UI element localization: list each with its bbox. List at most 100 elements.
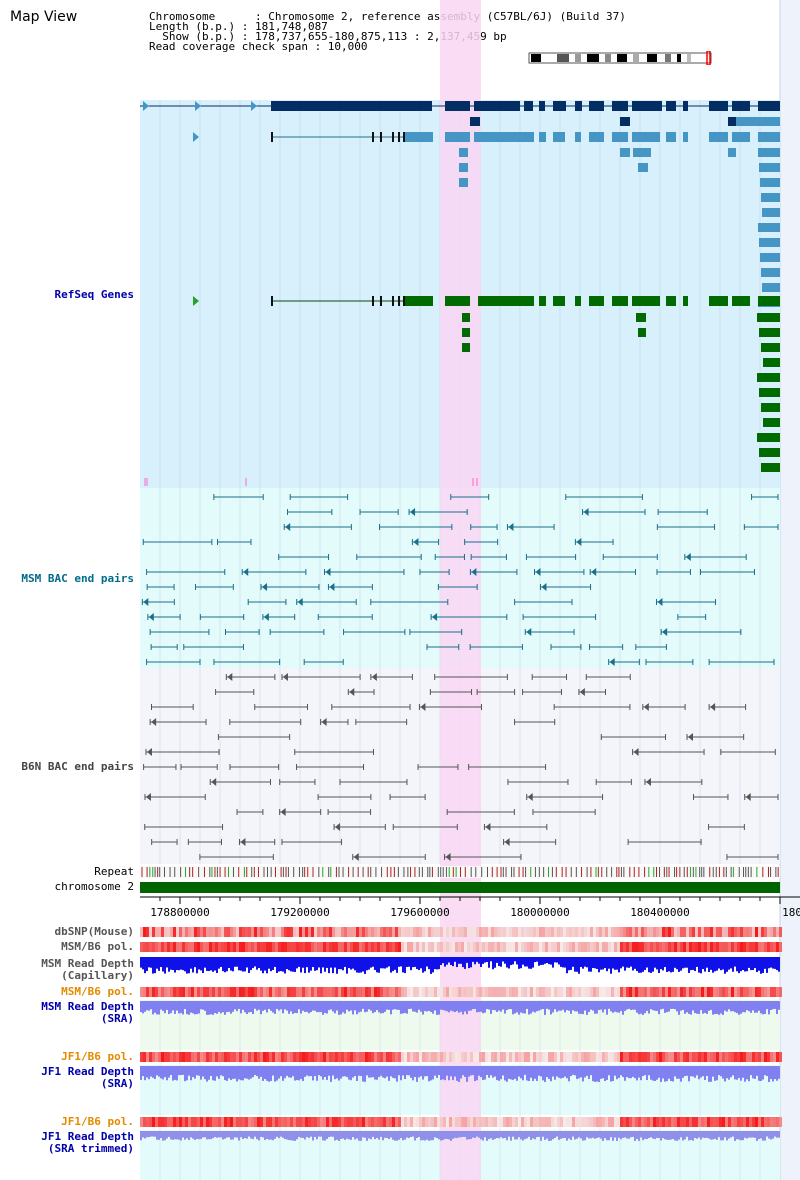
gene-block [728,148,736,157]
track-label-msm-depth-sra[interactable]: MSM Read Depth [41,1000,134,1013]
jf1-trim-depth-bar [222,1131,224,1140]
jf1-trim-depth-bar [216,1131,218,1138]
jf1-sra-depth-bar [362,1066,364,1082]
msm-capillary-depth-bar [338,957,340,970]
jf1-trim-depth-bar [422,1131,424,1141]
msm-sra-depth-bar [274,1001,276,1014]
jf1-sra-depth-bar [478,1066,480,1076]
jf1-trim-depth-bar [160,1131,162,1139]
msm-sra-depth-bar [552,1001,554,1013]
jf1-sra-depth-bar [344,1066,346,1077]
msm-b6-pol-cell [539,942,542,952]
track-label-dbsnp[interactable]: dbSNP(Mouse) [54,925,134,938]
dbsnp-cell [230,927,233,937]
jf1-sra-depth-bar [436,1066,438,1078]
msm-b6-pol-cell [635,942,638,952]
track-label-msm-bac[interactable]: MSM BAC end pairs [21,572,134,585]
jf1-sra-depth-bar [704,1066,706,1080]
msm-b6-pol-cell [515,942,518,952]
msm-sra-depth-bar [566,1001,568,1011]
dbsnp-cell [257,927,260,937]
msm-sra-depth-bar [216,1001,218,1014]
jf1-b6-pol-cell [140,1052,143,1062]
msm-capillary-depth-bar [660,957,662,970]
msm-sra-depth-bar [420,1001,422,1012]
msm-b6-pol-cell [215,942,218,952]
msm-b6-pol-cell [488,942,491,952]
jf1-b6-pol2-cell [365,1117,368,1127]
jf1-sra-depth-bar [770,1066,772,1079]
msm-b6-pol2-cell [275,987,278,997]
jf1-b6-pol2-cell [236,1117,239,1127]
msm-b6-pol-cell [713,942,716,952]
msm-sra-depth-bar [746,1001,748,1011]
jf1-b6-pol-cell [764,1052,767,1062]
msm-sra-depth-bar [326,1001,328,1014]
msm-b6-pol2-cell [671,987,674,997]
jf1-sra-depth-bar [366,1066,368,1076]
gene-block [553,101,566,111]
track-label-msm-b6-pol-2[interactable]: MSM/B6 pol. [61,985,134,998]
gene-block [762,283,780,292]
jf1-sra-depth-bar [200,1066,202,1080]
track-label-msm-b6-pol-1[interactable]: MSM/B6 pol. [61,940,134,953]
jf1-sra-depth-bar [328,1066,330,1076]
jf1-trim-depth-bar [264,1131,266,1140]
track-label-jf1-depth-sra[interactable]: JF1 Read Depth [41,1065,134,1078]
msm-sra-depth-bar [740,1001,742,1014]
jf1-b6-pol2-cell [269,1117,272,1127]
jf1-trim-depth-bar [726,1131,728,1141]
msm-capillary-depth-bar [404,957,406,974]
jf1-b6-pol-cell [455,1052,458,1062]
msm-b6-pol2-cell [188,987,191,997]
msm-capillary-depth-bar [250,957,252,971]
track-label-jf1-depth-trimmed[interactable]: JF1 Read Depth [41,1130,134,1143]
track-label-msm-depth-capillary[interactable]: MSM Read Depth [41,957,134,970]
track-label-refseq[interactable]: RefSeq Genes [54,288,134,301]
msm-sra-depth-bar [674,1001,676,1010]
jf1-b6-pol-cell [377,1052,380,1062]
msm-b6-pol2-cell [641,987,644,997]
msm-b6-pol2-cell [488,987,491,997]
msm-b6-pol2-cell [242,987,245,997]
msm-bac-pair-arrow [263,613,269,621]
jf1-sra-depth-bar [750,1066,752,1076]
jf1-trim-depth-bar [458,1131,460,1138]
jf1-trim-depth-bar [658,1131,660,1139]
jf1-b6-pol2-cell [329,1117,332,1127]
jf1-sra-depth-bar [300,1066,302,1079]
track-label-b6n-bac[interactable]: B6N BAC end pairs [21,760,134,773]
jf1-trim-depth-bar [148,1131,150,1138]
jf1-sra-depth-bar [432,1066,434,1080]
jf1-sra-depth-bar [626,1066,628,1078]
chromosome-ideogram[interactable] [525,51,715,65]
jf1-trim-depth-bar [634,1131,636,1141]
msm-capillary-depth-bar [260,957,262,971]
jf1-trim-depth-bar [618,1131,620,1138]
track-label-msm-depth-capillary-sub: (Capillary) [61,969,134,982]
jf1-sra-depth-bar [304,1066,306,1077]
msm-b6-pol2-cell [746,987,749,997]
jf1-b6-pol2-cell [404,1117,407,1127]
msm-b6-pol-cell [680,942,683,952]
jf1-b6-pol2-cell [410,1117,413,1127]
msm-sra-depth-bar [762,1001,764,1015]
dbsnp-cell [614,927,617,937]
jf1-b6-pol2-cell [257,1117,260,1127]
jf1-b6-pol-cell [599,1052,602,1062]
gene-block [758,148,780,157]
track-label-jf1-b6-pol-2[interactable]: JF1/B6 pol. [61,1115,134,1128]
jf1-sra-depth-bar [204,1066,206,1080]
jf1-sra-depth-bar [608,1066,610,1076]
gene-block [732,296,750,306]
jf1-trim-depth-bar [294,1131,296,1141]
msm-sra-depth-bar [772,1001,774,1010]
jf1-b6-pol2-cell [680,1117,683,1127]
jf1-sra-depth-bar [476,1066,478,1081]
track-label-jf1-b6-pol-1[interactable]: JF1/B6 pol. [61,1050,134,1063]
jf1-b6-pol-cell [551,1052,554,1062]
msm-capillary-depth-bar [514,957,516,962]
jf1-sra-depth-bar [694,1066,696,1078]
msm-b6-pol-cell [494,942,497,952]
